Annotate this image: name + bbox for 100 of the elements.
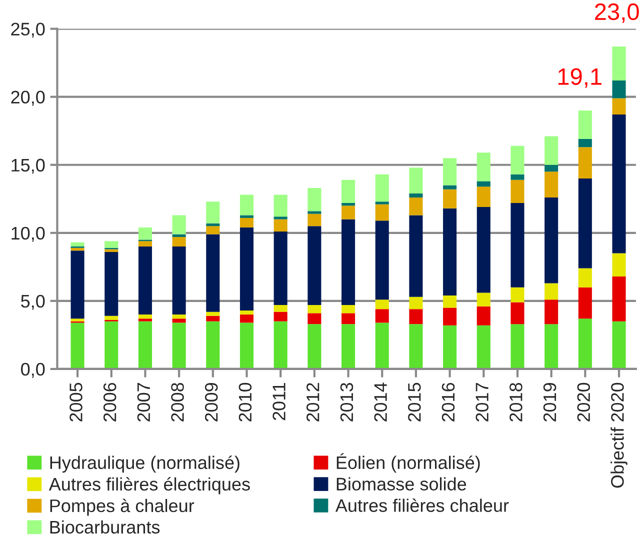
bar: [342, 324, 356, 369]
bar: [544, 136, 558, 165]
bar: [172, 236, 186, 247]
bar: [375, 202, 389, 204]
bar: [476, 306, 490, 326]
bar: [443, 189, 457, 208]
x-tick-label: 2005: [70, 382, 82, 422]
bar: [578, 178, 592, 268]
bar: [104, 241, 118, 248]
bar: [172, 314, 186, 319]
bar: [172, 246, 186, 315]
bar: [172, 234, 186, 237]
x-tick-label: 2013: [340, 382, 354, 422]
bar: [70, 318, 84, 322]
bar: [510, 287, 524, 302]
bar: [240, 310, 254, 315]
bar: [274, 312, 288, 322]
bar: [240, 314, 254, 323]
bar: [443, 185, 457, 190]
bar: [409, 215, 423, 297]
y-tick-label: 25,0: [11, 22, 45, 38]
bar: [104, 321, 118, 369]
bar: [308, 313, 322, 324]
y-tick-label: 15,0: [12, 158, 45, 174]
x-tick-label: 2009: [204, 383, 218, 422]
bar: [375, 300, 389, 310]
bar: [342, 206, 356, 220]
bar: [443, 208, 457, 296]
bar: [172, 215, 186, 234]
bar: [612, 321, 626, 369]
bar: [70, 250, 84, 319]
bar: [70, 242, 84, 247]
bar: [172, 318, 186, 323]
x-tick-label: 2011: [272, 383, 286, 420]
bar: [409, 296, 423, 310]
x-tick-label: 2014: [374, 382, 387, 422]
bar: [544, 198, 558, 284]
bar: [308, 211, 322, 214]
bar: [510, 146, 524, 174]
bar: [510, 174, 524, 180]
bar: [274, 219, 288, 232]
bar: [138, 227, 152, 240]
bar: [308, 226, 322, 306]
bar: [612, 80, 626, 98]
y-tick-label: 0,0: [21, 362, 45, 378]
x-tick-label: 2016: [442, 382, 455, 422]
bar: [476, 186, 490, 208]
bar: [510, 202, 524, 288]
bar: [578, 139, 592, 148]
bar: [578, 318, 592, 369]
bar: [138, 314, 152, 319]
bar: [104, 316, 118, 320]
y-tick-label: 5,0: [21, 294, 45, 310]
legend-label: Autres filières électriques: [48, 477, 250, 494]
bar: [510, 302, 524, 324]
bar: [206, 234, 220, 312]
bar: [274, 305, 288, 312]
bar: [274, 232, 288, 306]
bar: [375, 309, 389, 323]
bar: [240, 218, 254, 228]
bar: [206, 321, 220, 369]
bar: [240, 215, 254, 218]
bar: [476, 292, 490, 306]
bar: [138, 241, 152, 247]
bar: [206, 316, 220, 322]
bar: [544, 283, 558, 300]
bar: [476, 325, 490, 369]
bar: [240, 322, 254, 369]
annotation: 19,1: [558, 68, 602, 88]
bar: [409, 168, 423, 194]
legend-label: Biocarburants: [50, 520, 160, 534]
bar: [409, 324, 423, 369]
bar: [138, 321, 152, 369]
bar: [510, 324, 524, 369]
bar: [443, 158, 457, 186]
bar: [510, 180, 524, 203]
bar: [308, 188, 322, 212]
bar: [578, 147, 592, 178]
bar: [206, 312, 220, 316]
x-tick-label: Objectif 2020: [610, 382, 628, 488]
y-tick-label: 20,0: [11, 90, 45, 106]
bar: [274, 194, 288, 217]
bar: [443, 325, 457, 369]
x-tick-label: 2018: [510, 382, 522, 422]
bar: [138, 318, 152, 322]
bar: [409, 309, 423, 324]
text: 23,0: [595, 3, 639, 23]
bar: [104, 249, 118, 252]
bar: [612, 46, 626, 81]
bar: [443, 308, 457, 326]
x-tick-label: 2017: [476, 383, 488, 422]
bar: [206, 223, 220, 226]
bar: [375, 220, 389, 300]
bar: [342, 180, 356, 203]
x-tick-label: 2012: [306, 383, 320, 422]
bar: [70, 322, 84, 369]
bar: [274, 321, 288, 369]
x-tick-label: 2010: [238, 382, 252, 422]
bar: [544, 172, 558, 198]
bar: [612, 276, 626, 322]
